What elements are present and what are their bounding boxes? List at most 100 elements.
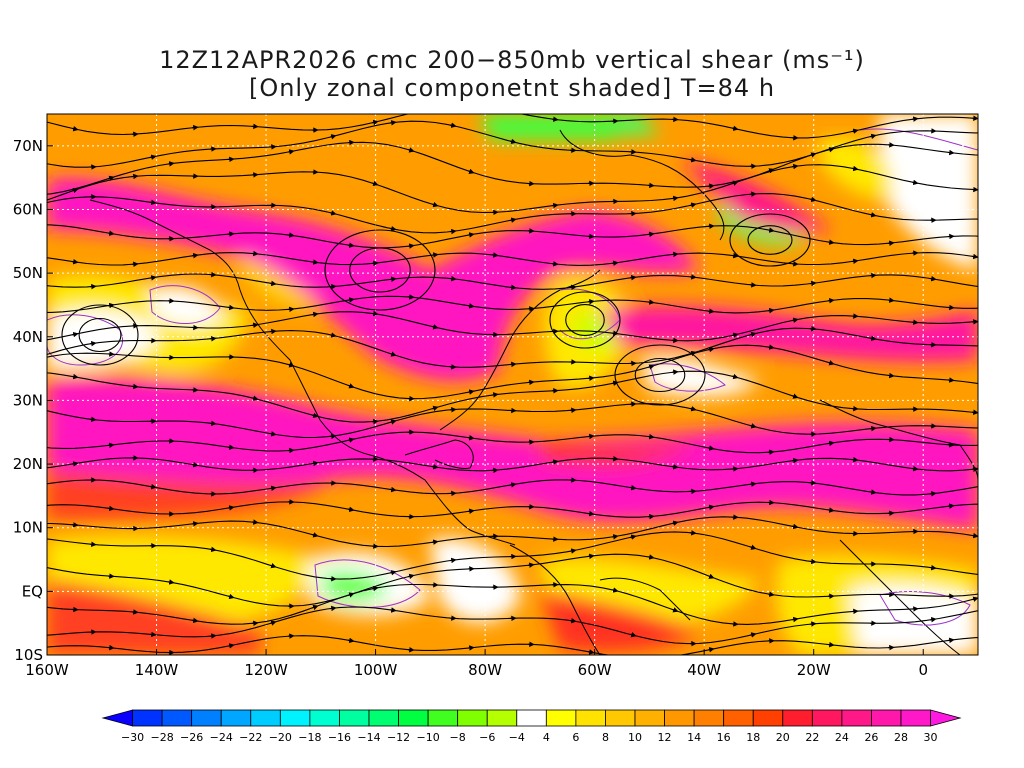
colorbar-swatch (723, 709, 754, 727)
colorbar-swatch (427, 709, 459, 727)
streamline-arrow (389, 351, 397, 357)
colorbar-swatch (368, 709, 399, 727)
lat-tick-label: 50N (13, 264, 43, 282)
streamline-arrow (767, 168, 775, 174)
streamline-gyre (614, 344, 706, 406)
streamline (47, 457, 978, 472)
streamline-arrow (671, 195, 679, 202)
streamline-arrow (251, 322, 259, 328)
streamline-arrow (731, 180, 739, 186)
streamline-gyre (349, 247, 411, 293)
streamline-arrow (611, 534, 619, 540)
colorbar-label: 30 (924, 731, 938, 744)
streamline-arrow (647, 364, 655, 370)
colorbar-swatch (486, 709, 518, 727)
streamline-arrow (551, 116, 559, 122)
streamline-arrow (287, 362, 295, 368)
streamline-arrow (611, 380, 619, 386)
streamline-arrow (227, 643, 235, 649)
streamline (47, 516, 978, 548)
streamline-arrow (491, 392, 499, 398)
streamline-arrow (749, 632, 757, 638)
streamline-arrow (269, 485, 277, 492)
streamline-arrow (467, 435, 475, 441)
streamline-arrow (569, 548, 577, 554)
streamline (47, 635, 978, 655)
streamline-arrow (107, 505, 115, 512)
streamline-arrow (827, 440, 835, 447)
streamline-arrow (707, 504, 715, 511)
colorbar-label: −12 (387, 731, 410, 744)
streamline-arrow (311, 259, 319, 265)
streamline-arrow (407, 573, 415, 580)
streamline-arrow (629, 534, 637, 540)
colorbar-label: 4 (543, 731, 550, 744)
streamline-arrow (767, 307, 775, 314)
streamline-arrow (431, 201, 439, 208)
streamline-arrow (569, 284, 577, 291)
streamline (47, 141, 978, 195)
colorbar-label: −18 (298, 731, 321, 744)
streamline-arrow (947, 637, 955, 644)
chart-title-line-1: 12Z12APR2026 cmc 200−850mb vertical shea… (159, 46, 865, 74)
streamline-arrow (329, 332, 337, 338)
streamline-arrow (467, 232, 475, 238)
streamline-arrow (347, 637, 355, 644)
streamline-arrow (827, 297, 835, 304)
lat-tick-label: 70N (13, 137, 43, 155)
streamline-arrow (347, 383, 355, 389)
colorbar-label: −8 (450, 731, 466, 744)
streamline-arrow (869, 212, 877, 218)
streamline-arrow (107, 175, 115, 181)
streamline-arrow (929, 616, 937, 623)
zonal-shear-shading (47, 114, 978, 655)
colorbar-label: −24 (210, 731, 233, 744)
streamline-arrow (227, 444, 235, 450)
streamline-arrow (971, 596, 978, 602)
streamline-arrow (809, 196, 817, 203)
streamline-arrow (671, 607, 679, 613)
colorbar-max-triangle (930, 709, 962, 727)
streamline-arrow (809, 280, 817, 287)
streamline-arrow (431, 405, 439, 412)
streamline-arrow (611, 260, 619, 266)
colorbar-label: −6 (479, 731, 495, 744)
colorbar-label: −30 (121, 731, 144, 744)
colorbar-label: 12 (658, 731, 672, 744)
streamline-arrow (749, 331, 757, 338)
streamline (47, 273, 978, 290)
streamline-arrow (551, 459, 559, 465)
wind-shear-streamlines (47, 109, 978, 655)
colorbar-swatch (841, 709, 872, 727)
streamline-arrow (731, 125, 739, 131)
purple-contours (47, 128, 978, 626)
streamline-arrow (149, 199, 157, 206)
colorbar-swatch (605, 709, 636, 727)
streamline-arrow (227, 593, 235, 600)
streamline (47, 344, 978, 400)
streamline-arrow (827, 360, 835, 366)
streamline-arrow (449, 557, 457, 564)
streamline-arrow (227, 304, 235, 311)
streamline-arrow (71, 331, 79, 338)
streamline-arrow (827, 239, 835, 245)
streamline-arrow (269, 563, 277, 569)
colorbar-label: −14 (357, 731, 380, 744)
streamline-arrow (509, 138, 517, 145)
streamline (47, 531, 978, 580)
streamline-arrow (671, 464, 679, 470)
streamline-gyre (747, 225, 793, 255)
longitude-axis: 160W 140W 120W 100W 80W 60W 40W 20W 0 (25, 649, 928, 679)
colorbar-swatch (132, 709, 163, 727)
streamline-arrow (827, 147, 835, 153)
streamline-arrow (869, 489, 877, 495)
streamline-arrow (629, 484, 637, 491)
streamline-arrow (509, 217, 517, 223)
streamline-arrow (432, 109, 436, 110)
streamline-gyre (61, 304, 139, 366)
streamline-arrow (389, 607, 397, 613)
streamline-arrow (347, 297, 355, 303)
streamline (47, 311, 978, 342)
streamline-arrow (869, 133, 877, 140)
